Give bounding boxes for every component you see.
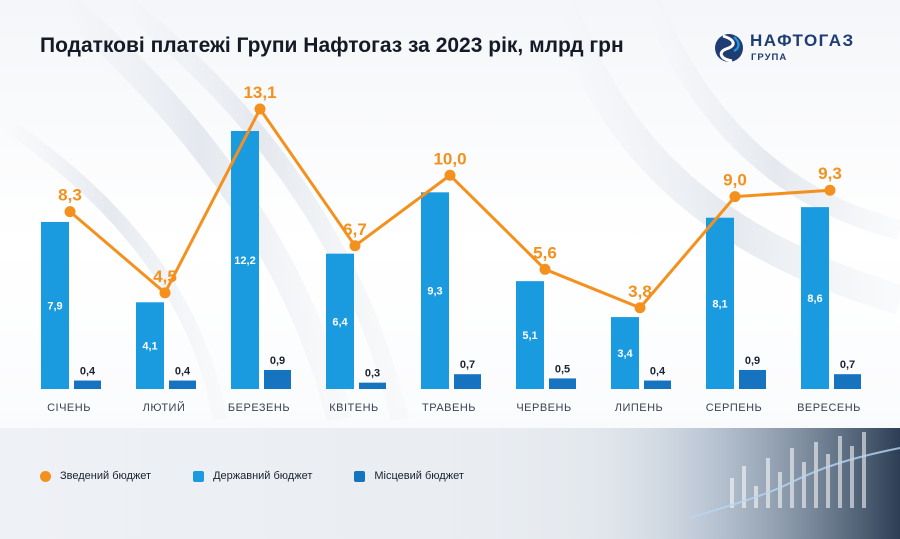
- legend-label: Державний бюджет: [213, 470, 313, 482]
- local-budget-bar: [549, 378, 576, 389]
- chart-title: Податкові платежі Групи Нафтогаз за 2023…: [40, 34, 624, 57]
- local-budget-value-label: 0,4: [80, 366, 96, 378]
- consolidated-budget-point: [729, 191, 741, 203]
- consolidated-budget-value-label: 5,6: [533, 243, 557, 262]
- local-budget-value-label: 0,5: [555, 363, 570, 375]
- state-budget-bar: [516, 281, 544, 389]
- state-budget-value-label: 6,4: [332, 316, 348, 328]
- month-tick-label: СЕРПЕНЬ: [706, 402, 763, 414]
- state-budget-value-label: 8,6: [807, 293, 822, 305]
- state-budget-value-label: 8,1: [712, 298, 727, 310]
- state-budget-bar: [136, 302, 164, 389]
- legend-label: Зведений бюджет: [60, 470, 152, 482]
- consolidated-budget-point: [539, 263, 551, 275]
- local-budget-bar: [359, 382, 386, 389]
- consolidated-budget-value-label: 3,8: [628, 282, 652, 301]
- legend-square-icon: [354, 470, 366, 482]
- month-tick-label: ЧЕРВЕНЬ: [516, 402, 571, 414]
- month-tick-label: ЛЮТИЙ: [143, 401, 186, 414]
- local-budget-value-label: 0,9: [270, 355, 285, 367]
- legend-item-consolidated: Зведений бюджет: [40, 470, 151, 482]
- consolidated-budget-point: [159, 287, 171, 299]
- consolidated-budget-value-label: 10,0: [433, 149, 466, 168]
- state-budget-value-label: 4,1: [142, 341, 157, 353]
- state-budget-bar: [611, 317, 639, 389]
- month-tick-label: СІЧЕНЬ: [47, 402, 91, 414]
- state-budget-bar: [326, 253, 354, 389]
- local-budget-bar: [169, 380, 196, 389]
- legend-item-state: Державний бюджет: [193, 470, 312, 482]
- legend-square-icon: [193, 470, 205, 482]
- state-budget-bar: [706, 217, 734, 389]
- consolidated-budget-point: [254, 103, 266, 115]
- month-tick-label: БЕРЕЗЕНЬ: [228, 402, 290, 414]
- chart-legend: Зведений бюджет Державний бюджет Місцеви…: [40, 470, 464, 482]
- finance-chart-photo: [570, 428, 900, 539]
- month-tick-label: ТРАВЕНЬ: [422, 402, 476, 414]
- local-budget-bar: [74, 380, 101, 389]
- local-budget-value-label: 0,4: [175, 366, 191, 378]
- consolidated-budget-point: [634, 302, 646, 314]
- local-budget-bar: [454, 374, 481, 389]
- legend-band: [0, 428, 900, 539]
- state-budget-value-label: 3,4: [617, 348, 633, 360]
- local-budget-value-label: 0,7: [460, 359, 475, 371]
- logo-wordmark: НАФТОГАЗ: [750, 31, 855, 50]
- state-budget-bar: [801, 207, 829, 389]
- month-tick-label: КВІТЕНЬ: [329, 402, 379, 414]
- logo-subtitle: ГРУПА: [751, 52, 788, 63]
- legend-dot-icon: [40, 470, 51, 482]
- consolidated-budget-value-label: 9,0: [723, 171, 747, 190]
- legend-item-local: Місцевий бюджет: [354, 470, 464, 482]
- local-budget-bar: [264, 369, 291, 389]
- consolidated-budget-point: [824, 184, 836, 196]
- state-budget-bar: [231, 131, 259, 389]
- legend-label: Місцевий бюджет: [374, 470, 464, 482]
- consolidated-budget-point: [349, 240, 361, 252]
- month-tick-label: ЛИПЕНЬ: [615, 402, 664, 414]
- local-budget-bar: [644, 380, 671, 389]
- local-budget-value-label: 0,7: [840, 359, 855, 371]
- state-budget-value-label: 5,1: [522, 330, 537, 342]
- consolidated-budget-value-label: 6,7: [343, 220, 367, 239]
- state-budget-value-label: 7,9: [47, 300, 62, 312]
- state-budget-value-label: 9,3: [427, 286, 442, 298]
- local-budget-value-label: 0,3: [365, 368, 380, 380]
- month-tick-label: ВЕРЕСЕНЬ: [797, 402, 861, 414]
- local-budget-bar: [834, 374, 861, 389]
- state-budget-value-label: 12,2: [234, 255, 255, 267]
- tax-payments-chart: 7,9 0,4 СІЧЕНЬ 4,1 0,4 ЛЮТИЙ 12,2 0,9 БЕРЕЗЕНЬ 6,…: [41, 83, 861, 414]
- local-budget-value-label: 0,4: [650, 366, 666, 378]
- naftogaz-logo-mark-icon: [715, 34, 743, 63]
- consolidated-budget-point: [444, 169, 456, 181]
- local-budget-bar: [739, 369, 766, 389]
- consolidated-budget-value-label: 4,5: [153, 267, 177, 286]
- consolidated-budget-value-label: 13,1: [243, 83, 276, 102]
- consolidated-budget-point: [64, 206, 76, 218]
- consolidated-budget-value-label: 9,3: [818, 164, 842, 183]
- naftogaz-logo: НАФТОГАЗ ГРУПА: [714, 30, 864, 70]
- consolidated-budget-value-label: 8,3: [58, 186, 82, 205]
- state-budget-bar: [41, 221, 69, 389]
- state-budget-bar: [421, 192, 449, 389]
- local-budget-value-label: 0,9: [745, 355, 760, 367]
